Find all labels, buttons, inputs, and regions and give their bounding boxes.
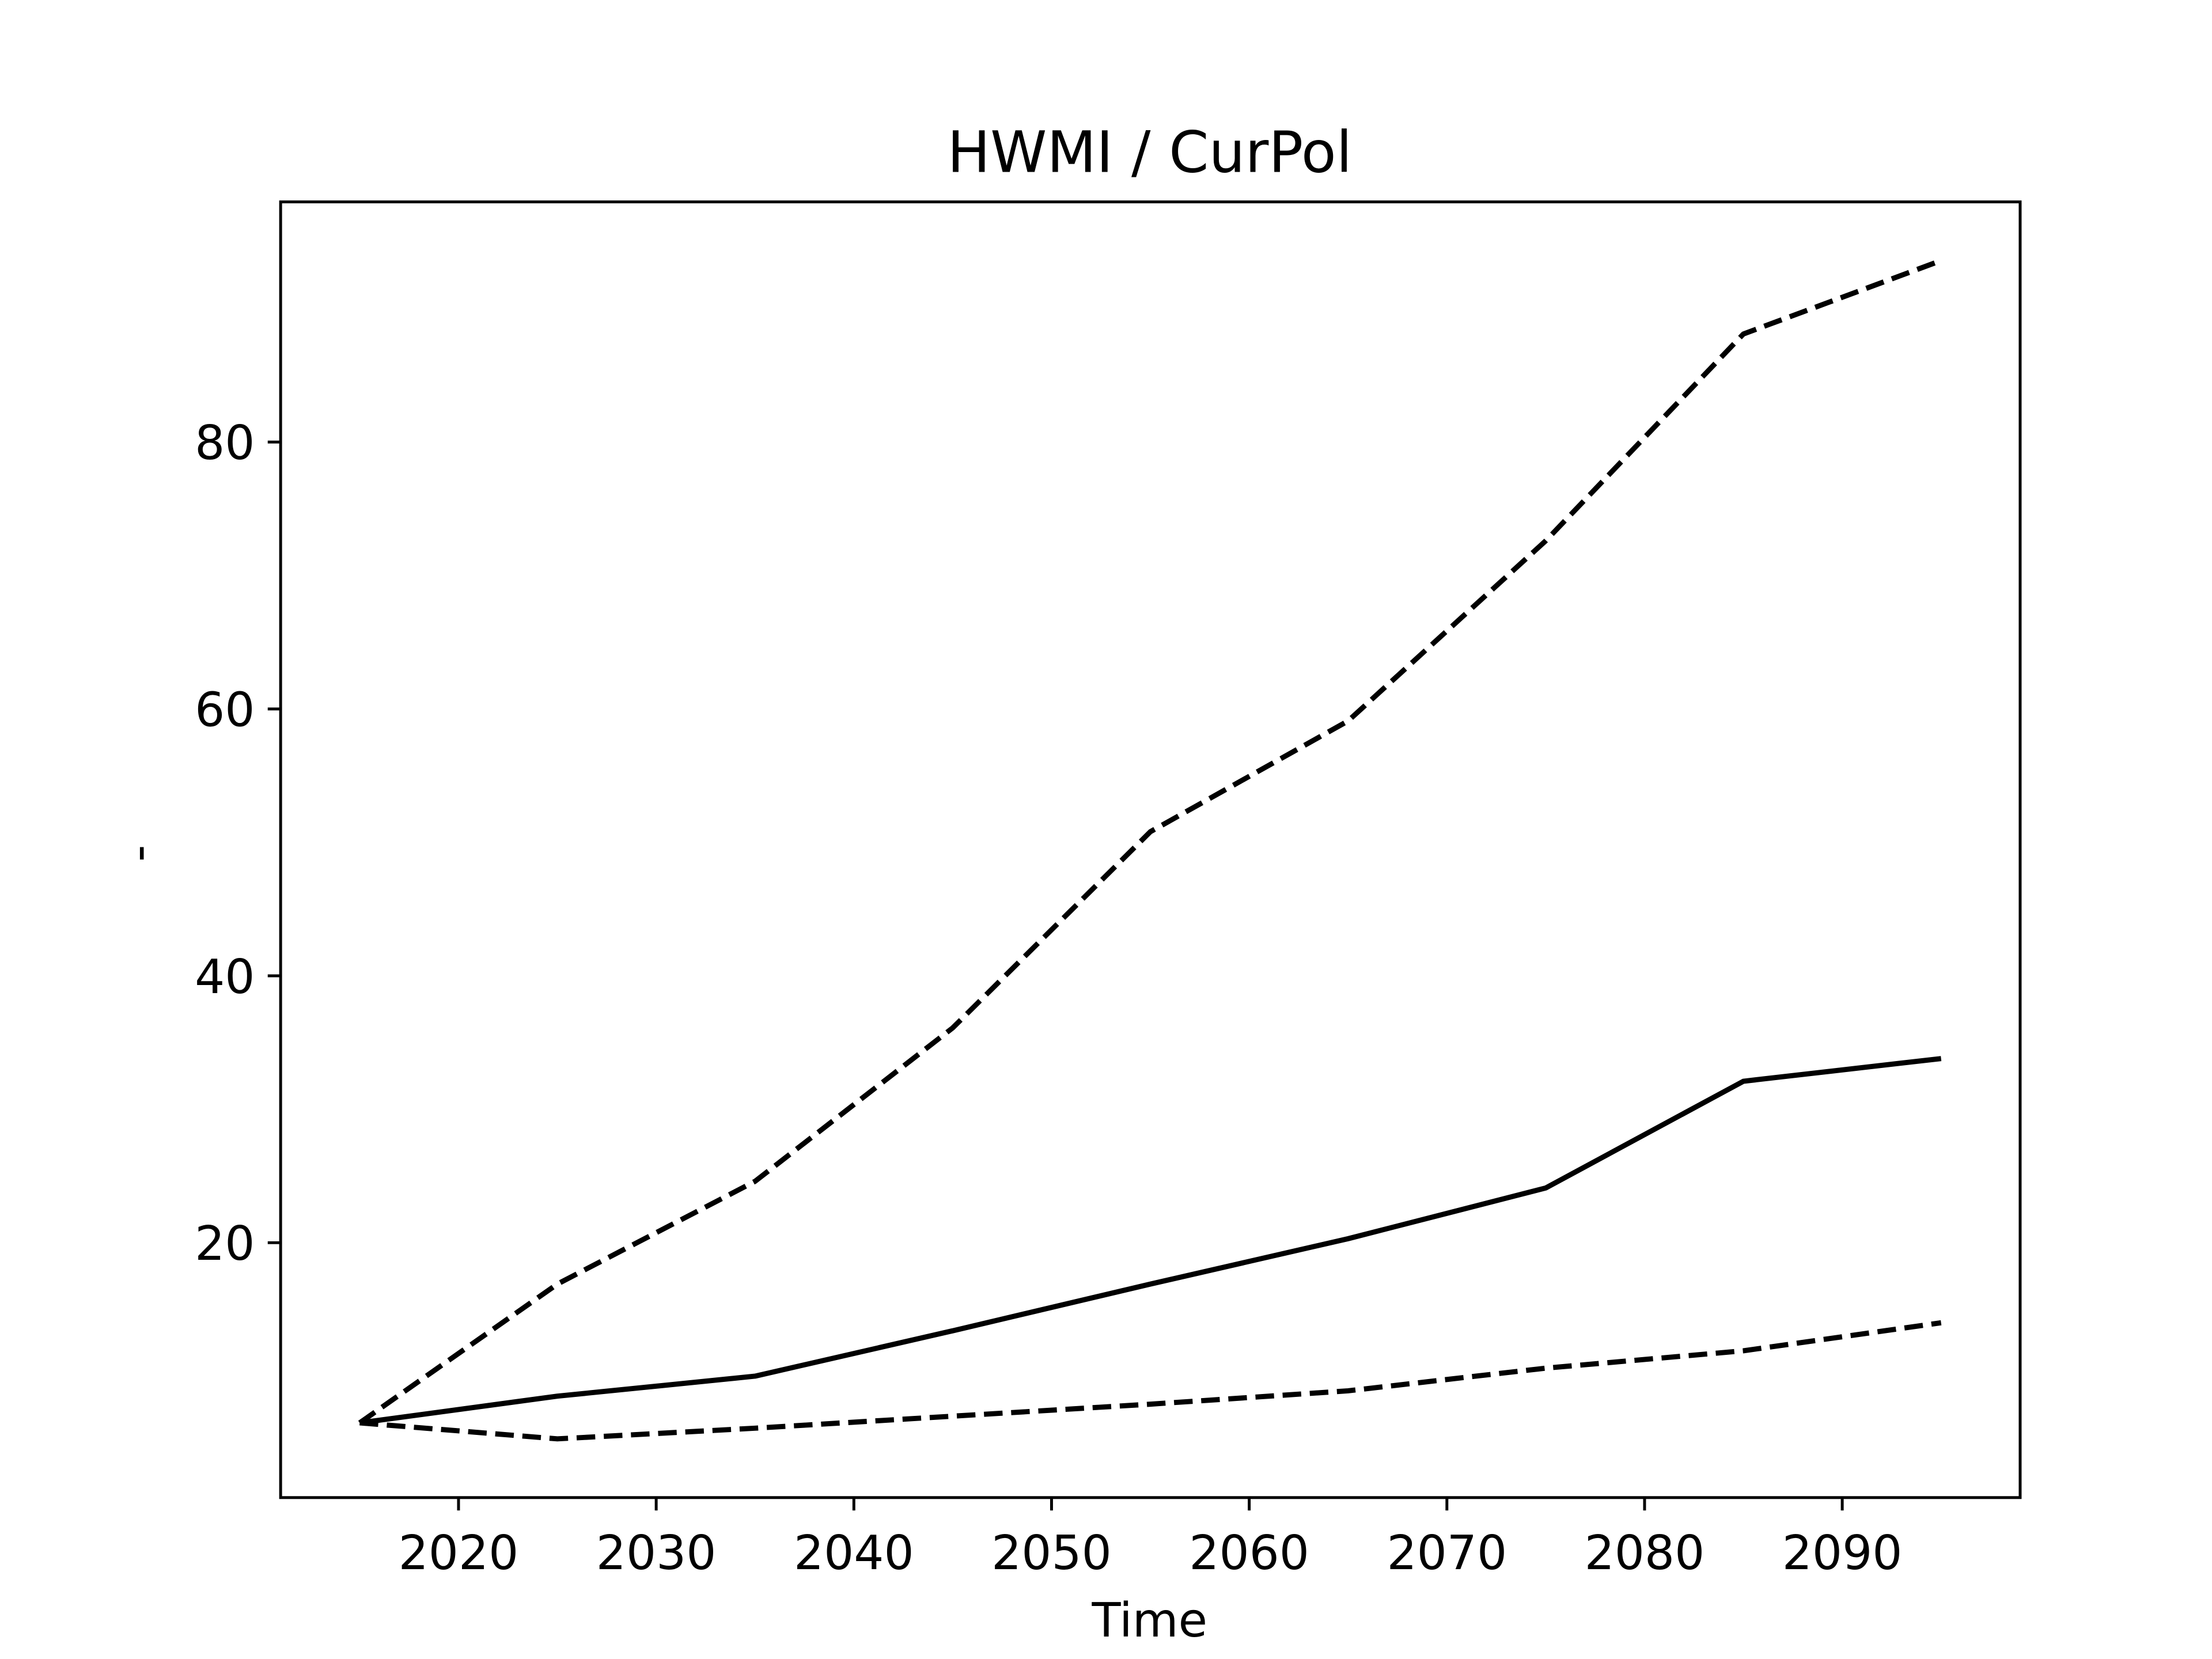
x-tick-label: 2020: [399, 1526, 519, 1581]
x-tick-label: 2040: [794, 1526, 914, 1581]
line-series: [359, 1320, 1942, 1442]
x-tick-label: 2060: [1189, 1526, 1309, 1581]
y-axis-label: -: [111, 845, 166, 862]
y-tick-label: 80: [195, 416, 255, 471]
x-tick-label: 2090: [1782, 1526, 1903, 1581]
y-tick-label: 40: [195, 950, 255, 1005]
y-tick-label: 60: [195, 683, 255, 738]
plot-frame: [279, 200, 2022, 1499]
x-tick-label: 2050: [991, 1526, 1112, 1581]
x-tick-label: 2030: [596, 1526, 717, 1581]
line-series: [359, 1056, 1942, 1426]
x-tick-label: 2080: [1585, 1526, 1705, 1581]
y-tick-label: 20: [195, 1217, 255, 1271]
line-series: [358, 258, 1942, 1425]
chart-title: HWMI / CurPol: [947, 119, 1352, 185]
x-axis-label: Time: [1091, 1593, 1207, 1648]
x-tick-label: 2070: [1387, 1526, 1507, 1581]
